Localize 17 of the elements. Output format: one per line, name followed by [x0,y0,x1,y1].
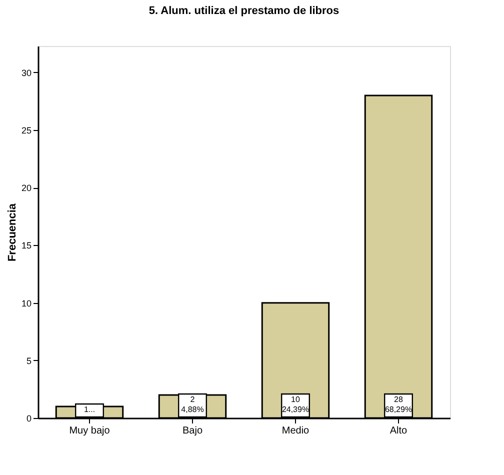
y-tick-label: 10 [21,298,32,308]
x-tick-label: Bajo [182,426,203,436]
y-tick-label: 30 [21,68,32,78]
x-tick-label: Alto [390,426,408,436]
data-label: 10 24,39% [282,395,310,414]
data-label: 28 68,29% [384,395,412,414]
chart-title: 5. Alum. utiliza el prestamo de libros [148,5,340,17]
y-tick-label: 15 [21,240,32,251]
y-tick-label: 5 [26,356,32,366]
data-label: 1... [84,405,96,414]
y-axis-title: Frecuencia [6,202,18,262]
data-label: 2 4,88% [181,395,204,414]
x-tick-label: Muy bajo [69,426,110,436]
y-tick-label: 20 [21,183,32,194]
x-tick-label: Medio [282,426,310,436]
y-tick-label: 0 [26,414,32,424]
y-tick-label: 25 [21,126,32,136]
